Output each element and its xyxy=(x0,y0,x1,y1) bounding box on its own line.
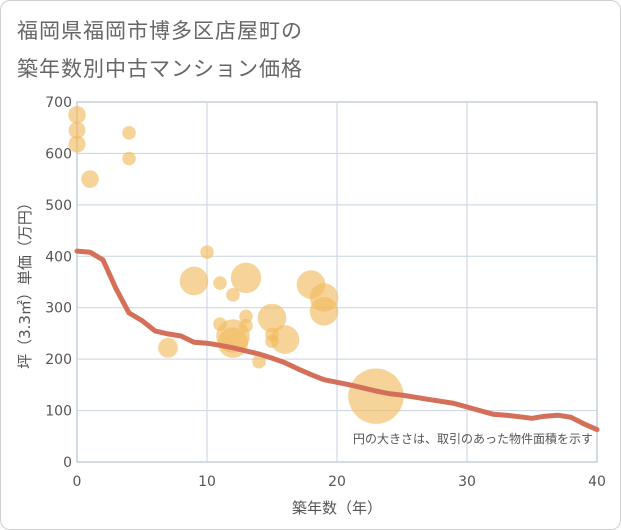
y-axis-label: 坪（3.3㎡）単価（万円） xyxy=(16,195,34,369)
x-tick-label: 30 xyxy=(458,474,476,490)
bubble-point xyxy=(68,135,86,153)
x-axis-label: 築年数（年） xyxy=(292,499,382,517)
bubble-point xyxy=(213,276,227,290)
y-tick-label: 300 xyxy=(45,301,72,317)
bubble-point xyxy=(309,297,339,326)
bubble-point xyxy=(158,337,178,358)
y-tick-label: 700 xyxy=(45,95,72,111)
y-tick-label: 200 xyxy=(45,352,72,368)
bubble-point xyxy=(348,368,404,424)
bubble-point xyxy=(68,121,86,139)
x-tick-label: 10 xyxy=(198,474,216,490)
bubble-point xyxy=(68,106,86,124)
bubble-point xyxy=(252,354,266,369)
bubble-point xyxy=(257,303,287,333)
x-tick-label: 20 xyxy=(328,474,346,490)
bubble-point xyxy=(200,245,214,259)
x-tick-label: 0 xyxy=(73,474,82,490)
y-tick-label: 0 xyxy=(63,455,72,471)
bubble-point xyxy=(239,318,253,333)
bubble-point xyxy=(81,170,99,188)
y-tick-label: 400 xyxy=(45,249,72,265)
y-tick-label: 100 xyxy=(45,404,72,420)
chart-title-line-2: 築年数別中古マンション価格 xyxy=(17,57,303,81)
bubble-point xyxy=(230,262,262,294)
bubble-point xyxy=(179,266,209,296)
bubble-point xyxy=(122,151,136,166)
y-tick-label: 500 xyxy=(45,198,72,214)
size-note: 円の大きさは、取引のあった物件面積を示す xyxy=(353,431,593,446)
x-tick-label: 40 xyxy=(588,474,606,490)
chart-title-line-1: 福岡県福岡市博多区店屋町の xyxy=(17,19,303,43)
bubble-point xyxy=(213,317,227,331)
bubble-point xyxy=(122,126,136,140)
bubble-point xyxy=(265,334,279,348)
bubble-series xyxy=(68,106,404,424)
trend-series xyxy=(74,248,600,433)
trend-line xyxy=(74,248,600,433)
bubble-point xyxy=(226,288,240,302)
y-tick-label: 600 xyxy=(45,146,72,162)
